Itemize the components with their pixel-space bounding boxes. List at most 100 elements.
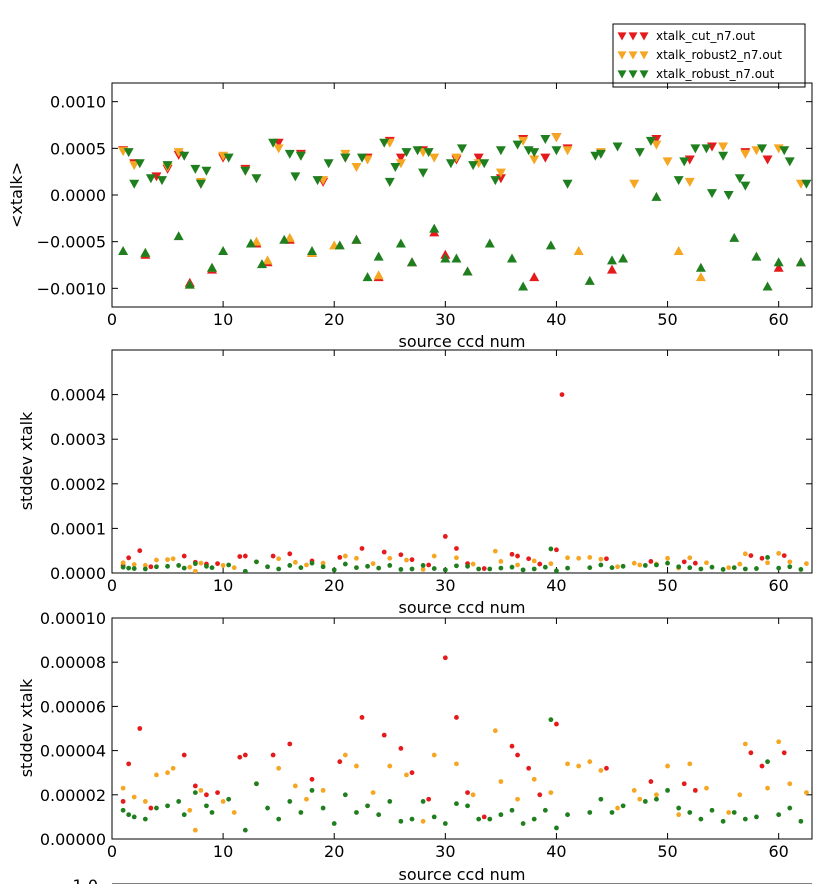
- data-point: [287, 551, 293, 557]
- data-point: [676, 812, 682, 818]
- data-point: [390, 163, 401, 172]
- data-point: [784, 157, 795, 167]
- data-point: [492, 548, 498, 554]
- data-point: [604, 556, 609, 562]
- data-point: [548, 717, 554, 723]
- data-point: [631, 560, 637, 566]
- data-point: [270, 752, 276, 758]
- data-point: [207, 262, 217, 272]
- data-point: [531, 816, 537, 822]
- data-point: [209, 565, 215, 571]
- data-point: [454, 546, 459, 551]
- data-point: [276, 765, 282, 771]
- data-point: [737, 792, 743, 798]
- data-point: [423, 148, 434, 158]
- data-point: [479, 159, 490, 169]
- data-point: [787, 564, 793, 570]
- data-point: [509, 551, 515, 557]
- data-point: [337, 759, 343, 765]
- data-point: [687, 565, 693, 571]
- x-tick-label: 20: [324, 310, 344, 329]
- data-point: [654, 562, 659, 568]
- data-point: [562, 179, 573, 189]
- data-point: [529, 148, 540, 158]
- data-point: [120, 799, 126, 804]
- data-point: [320, 560, 326, 566]
- data-point: [607, 255, 617, 265]
- y-tick-label: 0.00006: [40, 697, 106, 716]
- y-tick-label: 0.0000: [50, 564, 106, 583]
- data-point: [529, 272, 540, 282]
- data-point: [542, 807, 548, 813]
- data-point: [337, 554, 343, 560]
- data-point: [565, 761, 570, 767]
- data-point: [295, 151, 306, 161]
- data-point: [512, 140, 523, 150]
- panel-stub: 1.0: [73, 876, 812, 884]
- data-point: [531, 566, 537, 572]
- data-point: [307, 246, 317, 255]
- panel-stddev-wide-frame: [111, 349, 813, 574]
- data-point: [442, 655, 448, 661]
- data-point: [154, 564, 159, 570]
- data-point: [731, 565, 737, 571]
- y-tick-label: 0.0002: [50, 475, 106, 494]
- data-point: [131, 814, 137, 820]
- data-point: [540, 153, 551, 163]
- data-point: [320, 805, 326, 811]
- data-point: [759, 763, 765, 769]
- data-point: [395, 153, 406, 163]
- data-point: [673, 176, 684, 186]
- data-point: [170, 765, 176, 771]
- data-point: [181, 812, 187, 818]
- data-point: [518, 136, 529, 146]
- data-point: [309, 776, 315, 782]
- data-point: [226, 562, 232, 568]
- data-point: [595, 149, 606, 159]
- data-point: [431, 566, 437, 571]
- data-point: [442, 821, 448, 826]
- panel-stddev-zoom-ticks: 0 10 20 30 40 50 60 0.00000 0.00002 0.00004 0.0000…: [40, 609, 812, 861]
- data-point: [587, 554, 593, 560]
- data-point: [620, 563, 626, 569]
- data-point: [218, 246, 229, 255]
- data-point: [465, 803, 470, 809]
- legend-markers: [617, 32, 649, 79]
- data-point: [495, 168, 506, 178]
- data-point: [165, 563, 170, 569]
- data-point: [142, 816, 148, 822]
- data-point: [565, 555, 570, 561]
- data-point: [201, 166, 212, 176]
- data-point: [637, 796, 643, 802]
- data-point: [442, 567, 448, 573]
- data-point: [598, 768, 604, 773]
- data-point: [704, 785, 709, 791]
- data-point: [587, 810, 593, 815]
- data-point: [370, 790, 376, 795]
- data-point: [562, 146, 573, 156]
- data-point: [320, 787, 326, 793]
- data-point: [126, 761, 132, 767]
- data-point: [742, 551, 748, 557]
- data-point: [276, 816, 282, 822]
- data-point: [173, 148, 184, 158]
- data-point: [387, 763, 393, 769]
- data-point: [226, 796, 232, 802]
- data-point: [615, 805, 620, 811]
- data-point: [695, 262, 706, 272]
- data-point: [704, 560, 709, 566]
- data-point: [737, 561, 743, 567]
- data-point: [540, 135, 551, 144]
- panel-stddev-wide-ylabel: stddev xtalk: [17, 411, 36, 510]
- data-point: [484, 238, 495, 248]
- data-point: [587, 759, 593, 765]
- data-point: [331, 821, 337, 826]
- data-point: [131, 562, 137, 567]
- data-point: [776, 565, 782, 571]
- legend-marker: [628, 70, 638, 79]
- data-point: [765, 759, 770, 765]
- data-point: [762, 155, 773, 165]
- data-point: [765, 785, 770, 791]
- data-point: [245, 238, 256, 248]
- x-tick-label: 30: [435, 842, 455, 861]
